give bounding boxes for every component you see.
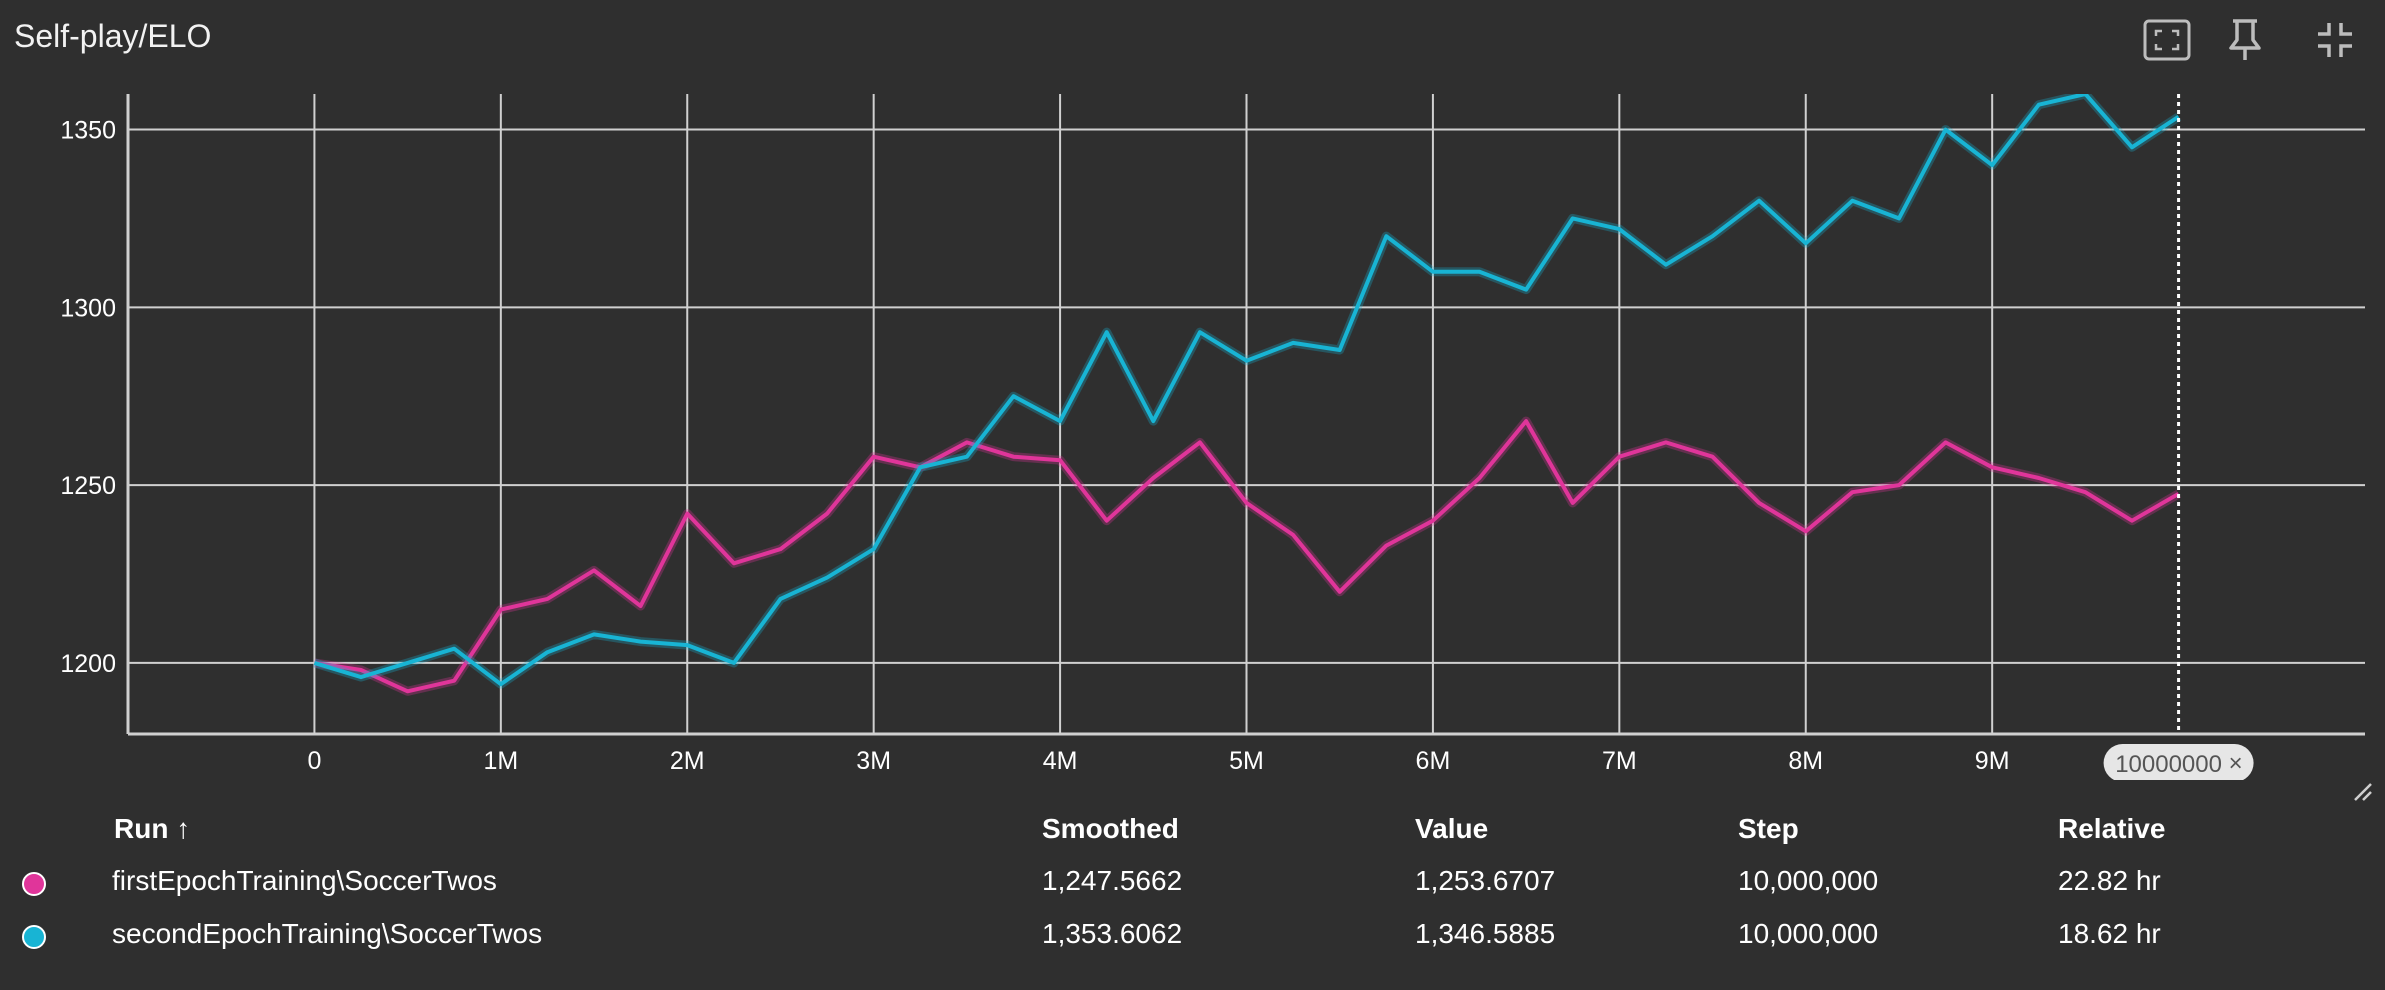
- step-value: 10,000,000: [1738, 918, 1879, 949]
- resize-handle-icon[interactable]: [2351, 780, 2375, 809]
- fullscreen-icon[interactable]: [2137, 12, 2197, 68]
- smoothed-value: 1,353.6062: [1042, 918, 1183, 949]
- raw-value: 1,346.5885: [1415, 918, 1556, 949]
- table-header: Run ↑ Smoothed Value Step Relative: [0, 805, 2385, 853]
- value-column-header[interactable]: Value: [1415, 813, 1489, 844]
- x-tick-label: 0: [307, 747, 321, 775]
- raw-value: 1,253.6707: [1415, 865, 1556, 896]
- run-color-swatch[interactable]: [22, 925, 46, 949]
- relative-time: 18.62 hr: [2058, 918, 2161, 949]
- collapse-icon[interactable]: [2305, 12, 2365, 68]
- series-1-smoothed-line: [313, 94, 2180, 687]
- run-name: secondEpochTraining\SoccerTwos: [112, 918, 543, 949]
- y-tick-label: 1350: [60, 117, 116, 145]
- step-column-header[interactable]: Step: [1738, 813, 1799, 844]
- x-tick-label: 8M: [1788, 747, 1823, 775]
- smoothed-column-header[interactable]: Smoothed: [1042, 813, 1179, 844]
- y-tick-label: 1250: [60, 472, 116, 500]
- run-column-header[interactable]: Run ↑: [114, 813, 191, 844]
- relative-column-header[interactable]: Relative: [2058, 813, 2166, 844]
- step-marker-chip: [2103, 744, 2254, 780]
- step-marker-label: 10000000: [2115, 751, 2222, 778]
- x-tick-label: 7M: [1602, 747, 1637, 775]
- card-title: Self-play/ELO: [14, 18, 212, 54]
- x-tick-label: 1M: [483, 747, 518, 775]
- table-row[interactable]: secondEpochTraining\SoccerTwos 1,353.606…: [0, 910, 2385, 958]
- x-tick-label: 3M: [856, 747, 891, 775]
- y-tick-label: 1200: [60, 650, 116, 678]
- series-0-smoothed-line: [314, 419, 2180, 694]
- x-tick-label: 5M: [1229, 747, 1264, 775]
- y-tick-label: 1300: [60, 294, 116, 322]
- pin-icon[interactable]: [2215, 12, 2275, 68]
- run-name: firstEpochTraining\SoccerTwos: [112, 865, 497, 896]
- smoothed-value: 1,247.5662: [1042, 865, 1183, 896]
- close-icon[interactable]: ×: [2229, 750, 2243, 777]
- table-row[interactable]: firstEpochTraining\SoccerTwos 1,247.5662…: [0, 857, 2385, 905]
- x-tick-label: 4M: [1043, 747, 1078, 775]
- x-tick-label: 6M: [1416, 747, 1451, 775]
- elo-line-chart[interactable]: 1200 1250 1300 1350 0 1M 2M 3M 4M 5M 6M 7M 8M 9M 10000…: [0, 80, 2385, 780]
- x-tick-label: 2M: [670, 747, 705, 775]
- run-color-swatch[interactable]: [22, 872, 46, 896]
- relative-time: 22.82 hr: [2058, 865, 2161, 896]
- x-tick-label: 9M: [1975, 747, 2010, 775]
- step-value: 10,000,000: [1738, 865, 1879, 896]
